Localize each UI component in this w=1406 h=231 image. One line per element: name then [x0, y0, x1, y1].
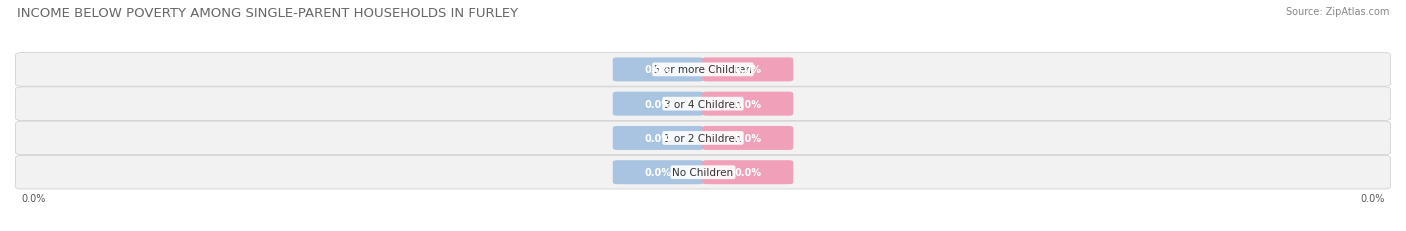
Text: 5 or more Children: 5 or more Children [654, 65, 752, 75]
FancyBboxPatch shape [703, 58, 793, 82]
FancyBboxPatch shape [15, 156, 1391, 189]
FancyBboxPatch shape [703, 161, 793, 184]
Text: 0.0%: 0.0% [645, 167, 672, 177]
Text: 0.0%: 0.0% [645, 99, 672, 109]
Text: 3 or 4 Children: 3 or 4 Children [664, 99, 742, 109]
Text: 0.0%: 0.0% [645, 65, 672, 75]
Text: 0.0%: 0.0% [734, 99, 761, 109]
FancyBboxPatch shape [15, 122, 1391, 155]
Text: 1 or 2 Children: 1 or 2 Children [664, 133, 742, 143]
FancyBboxPatch shape [613, 126, 703, 150]
FancyBboxPatch shape [15, 53, 1391, 87]
FancyBboxPatch shape [15, 88, 1391, 121]
Text: 0.0%: 0.0% [1361, 194, 1385, 204]
Text: 0.0%: 0.0% [645, 133, 672, 143]
FancyBboxPatch shape [613, 58, 703, 82]
FancyBboxPatch shape [703, 92, 793, 116]
FancyBboxPatch shape [703, 126, 793, 150]
FancyBboxPatch shape [613, 92, 703, 116]
Text: 0.0%: 0.0% [734, 133, 761, 143]
Text: INCOME BELOW POVERTY AMONG SINGLE-PARENT HOUSEHOLDS IN FURLEY: INCOME BELOW POVERTY AMONG SINGLE-PARENT… [17, 7, 517, 20]
Text: 0.0%: 0.0% [734, 167, 761, 177]
Text: Source: ZipAtlas.com: Source: ZipAtlas.com [1285, 7, 1389, 17]
FancyBboxPatch shape [613, 161, 703, 184]
Text: 0.0%: 0.0% [21, 194, 45, 204]
Text: 0.0%: 0.0% [734, 65, 761, 75]
Text: No Children: No Children [672, 167, 734, 177]
